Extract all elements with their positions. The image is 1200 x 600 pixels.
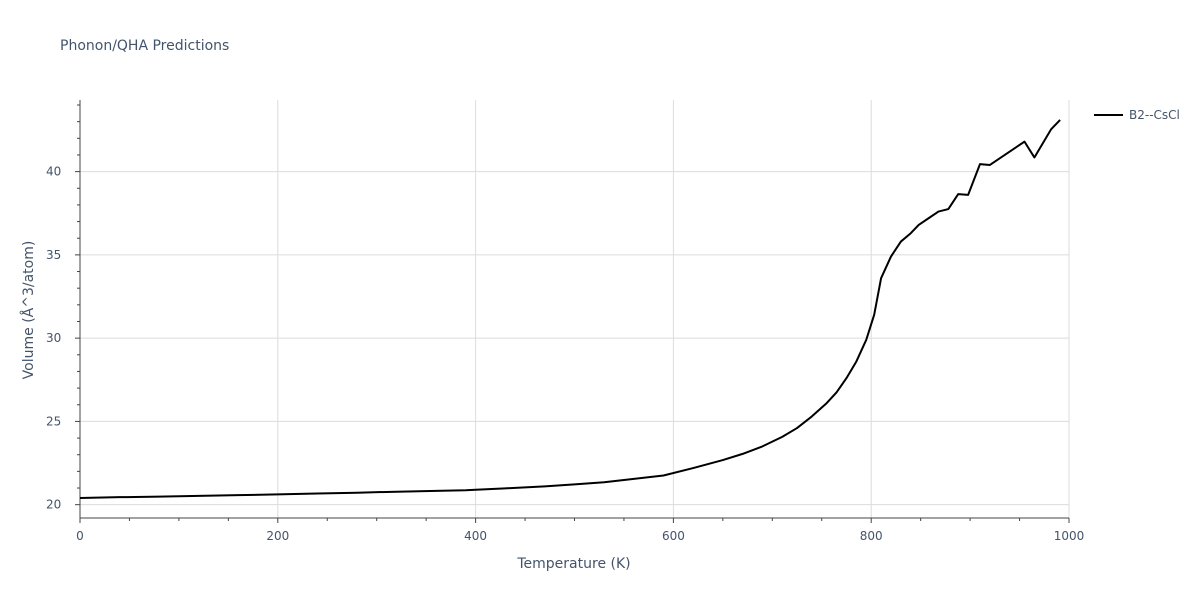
x-tick-label: 1000 [1054,529,1085,543]
chart-title: Phonon/QHA Predictions [60,38,229,54]
x-tick-label: 800 [860,529,883,543]
grid [80,100,1070,518]
x-tick-label: 200 [266,529,289,543]
x-tick-label: 600 [662,529,685,543]
x-tick-label: 0 [76,529,84,543]
y-axis-title: Volume (Å^3/atom) [20,241,37,380]
y-tick-label: 25 [46,414,61,428]
series-line-b2-cscl[interactable] [79,119,1061,500]
x-axis-title: Temperature (K) [516,556,630,572]
y-tick-label: 30 [46,331,61,345]
y-tick-label: 40 [46,165,61,179]
y-tick-label: 20 [46,498,61,512]
series-layer [79,119,1061,500]
y-tick-label: 35 [46,248,61,262]
x-tick-label: 400 [464,529,487,543]
legend[interactable]: B2--CsCl [1094,108,1180,122]
legend-label-b2-cscl: B2--CsCl [1129,108,1180,122]
axes: 0 200 400 600 800 1000 20 25 30 35 40 [46,100,1084,543]
